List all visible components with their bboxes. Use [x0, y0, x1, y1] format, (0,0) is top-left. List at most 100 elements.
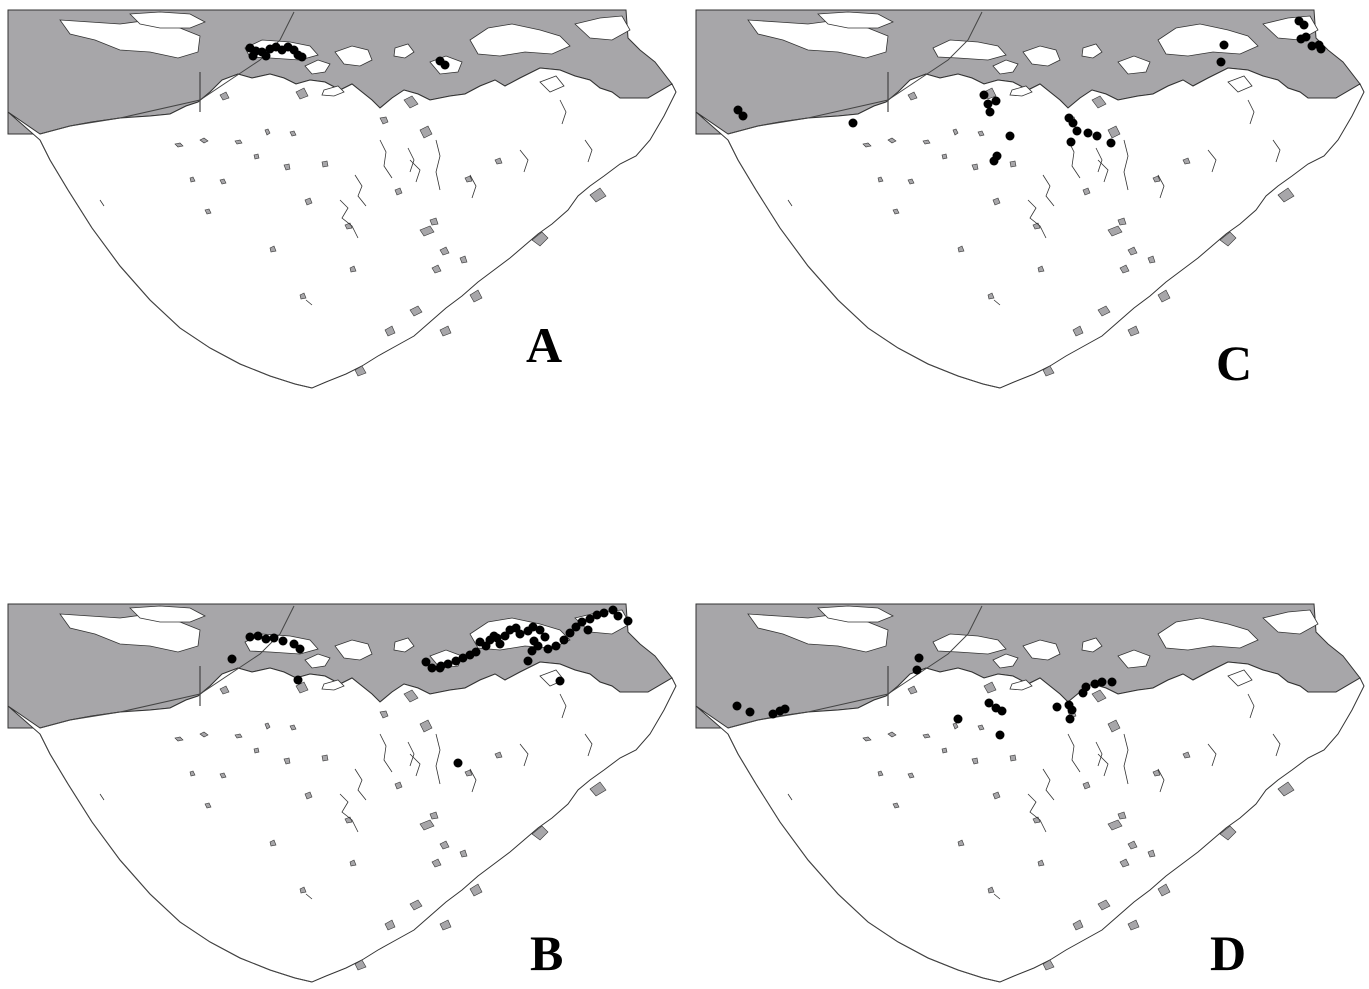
channel-line	[584, 733, 593, 757]
occurrence-point	[592, 610, 602, 620]
pond	[409, 899, 423, 911]
north-island	[1157, 617, 1259, 651]
occurrence-point	[1299, 20, 1309, 30]
pond	[1152, 175, 1161, 183]
north-island	[59, 613, 201, 653]
occurrence-point	[991, 96, 1001, 106]
coastal-pond	[531, 825, 549, 841]
pond	[907, 772, 915, 779]
pond	[219, 772, 227, 779]
occurrence-point	[738, 111, 748, 121]
occurrence-point	[248, 51, 258, 61]
occurrence-point	[1307, 41, 1317, 51]
pond	[1152, 769, 1161, 777]
pond	[494, 157, 503, 165]
channel-line	[379, 139, 393, 179]
pond	[922, 733, 931, 739]
channel-line	[469, 174, 477, 199]
channel-line	[1042, 768, 1055, 801]
occurrence-point	[440, 60, 450, 70]
north-island	[1009, 85, 1033, 97]
pond	[234, 733, 243, 739]
pond	[1037, 859, 1045, 867]
channel-line	[787, 793, 793, 801]
pond	[189, 176, 196, 183]
occurrence-point	[985, 107, 995, 117]
channel-line	[435, 733, 441, 785]
north-island	[817, 605, 894, 623]
pond	[1147, 849, 1156, 858]
north-island	[129, 605, 206, 623]
occurrence-point	[914, 653, 924, 663]
coastal-pond	[1277, 187, 1295, 203]
pond	[349, 859, 357, 867]
pond	[1097, 305, 1111, 317]
occurrence-point	[559, 635, 569, 645]
channel-line	[584, 139, 593, 163]
north-island	[1117, 649, 1151, 669]
pond	[952, 722, 959, 730]
north-island	[1117, 55, 1151, 75]
occurrence-point	[1005, 131, 1015, 141]
pond	[1097, 899, 1111, 911]
north-island	[747, 613, 889, 653]
pond	[952, 128, 959, 136]
pond	[1072, 325, 1084, 337]
pond	[1119, 264, 1130, 274]
river-line	[727, 605, 983, 729]
pond	[321, 754, 329, 762]
occurrence-point	[1072, 126, 1082, 136]
north-island	[932, 39, 1007, 61]
channel-line	[1042, 174, 1055, 207]
north-island	[304, 653, 331, 669]
channel-line	[1027, 199, 1047, 239]
channel-line	[354, 174, 367, 207]
occurrence-point	[608, 605, 618, 615]
occurrence-point	[489, 631, 499, 641]
pond	[464, 175, 473, 183]
channel-line	[787, 199, 793, 207]
pond	[174, 142, 184, 148]
occurrence-point	[529, 636, 539, 646]
pond	[394, 781, 403, 790]
occurrence-point	[253, 631, 263, 641]
pond	[977, 724, 985, 731]
channel-line	[1097, 159, 1109, 183]
pond	[892, 208, 900, 215]
coastal-pond	[439, 325, 452, 337]
occurrence-point	[1066, 137, 1076, 147]
occurrence-point	[1090, 679, 1100, 689]
pond	[1037, 265, 1045, 273]
panel-label-b: B	[530, 925, 564, 981]
occurrence-point	[495, 639, 505, 649]
map-panel-c: C	[688, 0, 1368, 395]
pond	[429, 811, 439, 820]
coastline	[727, 733, 1001, 983]
pond	[409, 305, 423, 317]
channel-line	[99, 199, 105, 207]
north-island	[321, 85, 345, 97]
pond	[384, 919, 396, 931]
pond	[204, 802, 212, 809]
pond	[1107, 225, 1123, 237]
channel-line	[339, 199, 359, 239]
pond	[289, 724, 297, 731]
pond	[1127, 246, 1138, 256]
channel-line	[339, 793, 359, 833]
coastal-pond	[403, 95, 419, 109]
pond	[431, 264, 442, 274]
pond	[269, 245, 277, 253]
occurrence-point	[227, 654, 237, 664]
pond	[941, 747, 948, 754]
north-island	[992, 653, 1019, 669]
coastal-pond	[354, 959, 367, 971]
pond	[199, 137, 209, 144]
channel-line	[435, 139, 441, 191]
pond	[907, 178, 915, 185]
north-island	[932, 633, 1007, 655]
panel-label-d: D	[1210, 925, 1247, 981]
channel-line	[407, 147, 415, 173]
map-panel-a: A	[0, 0, 680, 395]
occurrence-point	[535, 625, 545, 635]
coastal-pond	[295, 681, 309, 694]
